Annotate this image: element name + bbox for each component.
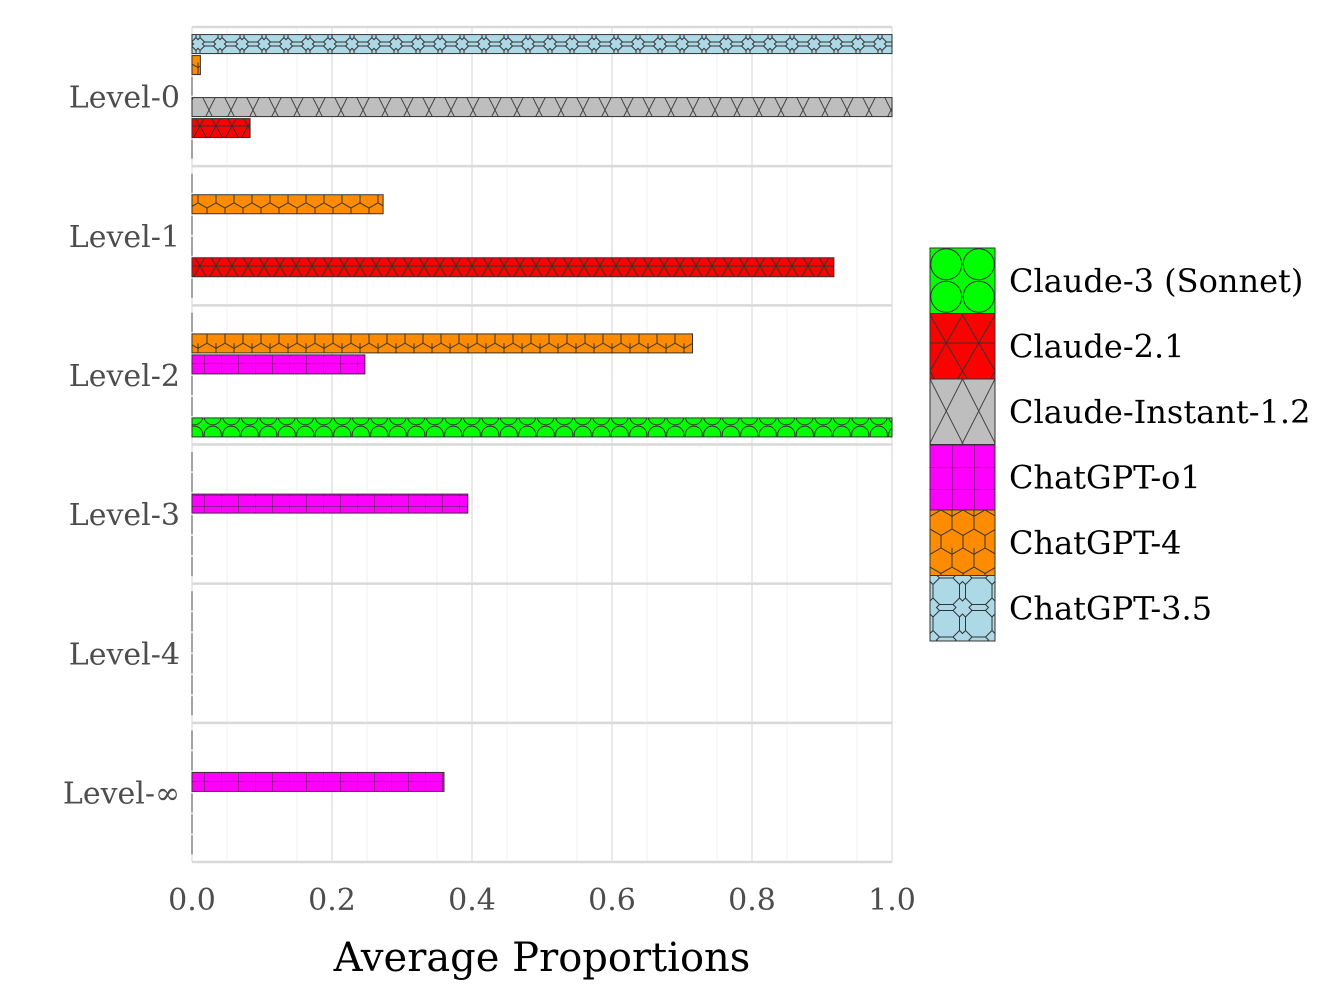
bar-claude-3-sonnet--3 — [191, 417, 893, 438]
x-tick-label: 0.6 — [588, 883, 636, 918]
x-tick-label: 0.2 — [308, 883, 356, 918]
y-tick-label: Level-∞ — [63, 776, 180, 811]
y-tick-labels: Level-0 Level-1 Level-2 Level-3 Level-4 Level… — [63, 81, 180, 812]
x-tick-label: 0.8 — [728, 883, 776, 918]
x-tick-label: 1.0 — [868, 883, 916, 918]
legend-label: ChatGPT-o1 — [1009, 458, 1201, 496]
bar-chatgpt-4-3 — [191, 333, 693, 354]
bar-chatgpt-4-2 — [191, 194, 384, 215]
legend-key — [929, 247, 996, 314]
bar-claude-instant-1-2-1 — [191, 97, 893, 118]
bar-claude-2-1-1 — [191, 118, 251, 139]
grid-lines — [191, 25, 893, 864]
legend: Claude-3 (Sonnet) Claude-2.1 Claude-Instan… — [929, 247, 1310, 642]
x-tick-label: 0.4 — [448, 883, 496, 918]
legend-key — [929, 378, 996, 445]
legend-label: ChatGPT-3.5 — [1009, 589, 1212, 627]
x-tick-labels: 0.0 0.2 0.4 0.6 0.8 1.0 — [168, 883, 916, 918]
y-tick-label: Level-1 — [69, 220, 180, 255]
legend-label: Claude-Instant-1.2 — [1009, 393, 1310, 431]
bar-chatgpt-o1-3 — [191, 354, 366, 375]
y-tick-label: Level-2 — [69, 359, 180, 394]
bar-chatgpt-4-1 — [191, 55, 201, 76]
legend-key — [929, 575, 996, 642]
legend-label: ChatGPT-4 — [1009, 524, 1182, 562]
legend-key — [929, 444, 996, 511]
y-tick-label: Level-0 — [69, 81, 180, 116]
legend-key — [929, 313, 996, 380]
bar-chatgpt-o1-6 — [191, 771, 445, 792]
legend-label: Claude-3 (Sonnet) — [1009, 262, 1303, 300]
y-tick-label: Level-4 — [69, 637, 180, 672]
x-tick-label: 0.0 — [168, 883, 216, 918]
bar-claude-2-1-2 — [191, 257, 835, 278]
bar-chatgpt-3-5-1 — [191, 34, 893, 55]
bars — [191, 34, 893, 855]
x-axis-title: Average Proportions — [333, 935, 751, 981]
legend-key — [929, 509, 996, 576]
bar-chatgpt-o1-4 — [191, 493, 469, 514]
legend-label: Claude-2.1 — [1009, 327, 1185, 365]
y-tick-label: Level-3 — [69, 498, 180, 533]
